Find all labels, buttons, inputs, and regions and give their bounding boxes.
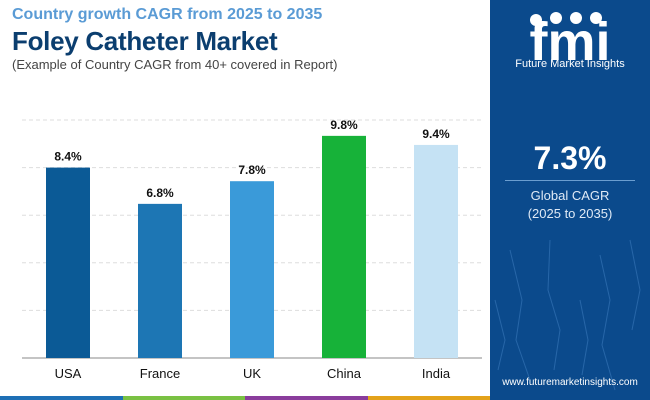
bar-india: [414, 144, 458, 358]
strip-segment: [0, 396, 123, 400]
bar-france: [138, 203, 182, 358]
cagr-divider: [505, 180, 635, 181]
logo-dot-icon: [570, 12, 582, 24]
global-cagr-period: (2025 to 2035): [527, 206, 613, 221]
x-tick-label-france: France: [140, 366, 180, 381]
data-label-uk: 7.8%: [238, 163, 266, 177]
x-tick-label-uk: UK: [243, 366, 261, 381]
global-cagr-value: 7.3%: [533, 140, 607, 176]
strip-segment: [122, 396, 245, 400]
chart-panel: Country growth CAGR from 2025 to 2035 Fo…: [0, 6, 490, 400]
bar-usa: [46, 167, 90, 358]
global-cagr-label: Global CAGR: [530, 188, 610, 203]
logo-subtitle: Future Market Insights: [515, 58, 625, 70]
data-label-india: 9.4%: [422, 127, 450, 141]
summary-panel: fmi Future Market Insights 7.3% Global C…: [490, 0, 650, 400]
bar-chart: 8.4% USA 6.8% France 7.8% UK 9.8% China 9.4% Indi…: [22, 118, 482, 381]
x-tick-label-india: India: [422, 366, 451, 381]
logo-dot-icon: [590, 12, 602, 24]
x-tick-label-usa: USA: [55, 366, 82, 381]
logo-dot-icon: [530, 14, 542, 26]
background-pattern: [494, 239, 641, 391]
website-link[interactable]: www.futuremarketinsights.com: [502, 377, 638, 388]
x-tick-label-china: China: [327, 366, 362, 381]
chart-subtitle: Country growth CAGR from 2025 to 2035: [12, 6, 323, 23]
bar-china: [322, 135, 366, 358]
bottom-color-strip: [0, 396, 490, 400]
data-label-usa: 8.4%: [54, 150, 82, 164]
strip-segment: [245, 396, 368, 400]
chart-title: Foley Catheter Market: [12, 26, 278, 56]
strip-segment: [367, 396, 490, 400]
bar-uk: [230, 181, 274, 358]
fmi-logo: fmi: [530, 12, 611, 72]
data-label-china: 9.8%: [330, 118, 358, 132]
chart-note: (Example of Country CAGR from 40+ covere…: [12, 57, 338, 72]
logo-dot-icon: [550, 12, 562, 24]
data-label-france: 6.8%: [146, 186, 174, 200]
